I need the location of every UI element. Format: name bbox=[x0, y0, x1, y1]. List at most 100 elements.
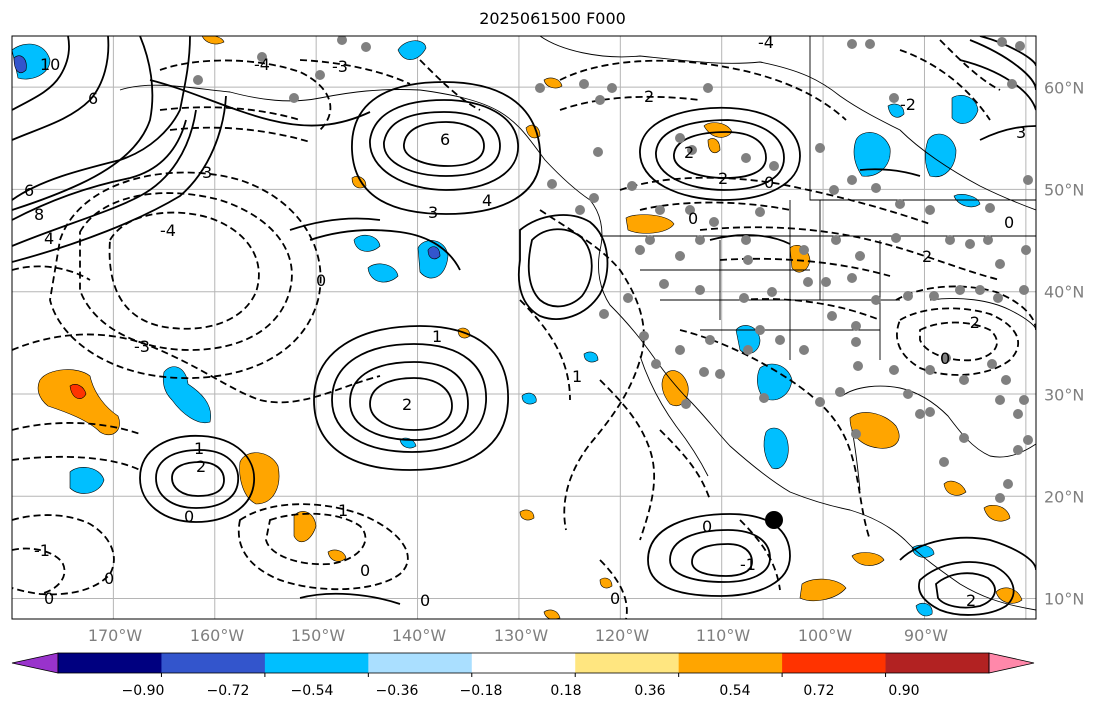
observation-dot bbox=[315, 70, 325, 80]
observation-dot bbox=[1015, 41, 1025, 51]
observation-dot bbox=[889, 365, 899, 375]
observation-dot bbox=[965, 239, 975, 249]
observation-dot bbox=[675, 345, 685, 355]
colorbar-frame bbox=[57, 652, 990, 674]
observation-dot bbox=[289, 93, 299, 103]
lat-label: 50°N bbox=[1044, 180, 1085, 200]
observation-dot bbox=[851, 429, 861, 439]
contour-label: -3 bbox=[134, 337, 150, 356]
colorbar-tick-label: 0.36 bbox=[634, 683, 666, 699]
observation-dot bbox=[741, 153, 751, 163]
observation-dot bbox=[743, 255, 753, 265]
lon-label: 110°W bbox=[695, 626, 751, 645]
observation-dot bbox=[575, 205, 585, 215]
contour-label: -3 bbox=[332, 57, 348, 76]
observation-dot bbox=[959, 375, 969, 385]
plot-frame bbox=[11, 35, 1037, 620]
contour-label: 2 bbox=[684, 143, 694, 162]
observation-dot bbox=[955, 285, 965, 295]
observation-dot bbox=[1013, 409, 1023, 419]
contour-label: 3 bbox=[428, 203, 438, 222]
observation-dot bbox=[709, 217, 719, 227]
contour-label: -4 bbox=[254, 55, 270, 74]
contours-negative bbox=[12, 39, 1036, 619]
contour-label: 4 bbox=[482, 191, 492, 210]
observation-dot bbox=[959, 433, 969, 443]
observation-dot bbox=[607, 83, 617, 93]
observation-dot bbox=[627, 181, 637, 191]
colorbar-tick-label: −0.72 bbox=[206, 683, 250, 699]
observation-dot bbox=[755, 325, 765, 335]
observation-dot bbox=[975, 285, 985, 295]
colorbar-tick-label: 0.72 bbox=[803, 683, 835, 699]
observation-dot bbox=[925, 407, 935, 417]
observation-dot bbox=[925, 365, 935, 375]
lon-label: 130°W bbox=[493, 626, 549, 645]
colorbar-segment bbox=[782, 653, 887, 673]
observation-dot bbox=[903, 291, 913, 301]
observation-dot bbox=[257, 52, 267, 62]
colorbar-segment bbox=[471, 653, 576, 673]
observation-dot bbox=[337, 36, 347, 45]
observation-dot bbox=[685, 205, 695, 215]
observation-dot bbox=[1023, 175, 1033, 185]
contour-label: 2 bbox=[922, 247, 932, 266]
observation-dot bbox=[193, 75, 203, 85]
observation-dot bbox=[695, 285, 705, 295]
observation-dot bbox=[1019, 395, 1029, 405]
observation-dot bbox=[1003, 479, 1013, 489]
observation-dot bbox=[623, 293, 633, 303]
observation-dot bbox=[1013, 445, 1023, 455]
observation-dot bbox=[803, 277, 813, 287]
observation-dot bbox=[703, 83, 713, 93]
contour-label: 0 bbox=[420, 591, 430, 610]
contour-label: 0 bbox=[610, 589, 620, 608]
lon-label: 170°W bbox=[87, 626, 143, 645]
observation-dot bbox=[827, 311, 837, 321]
observation-dot bbox=[815, 143, 825, 153]
lon-label: 160°W bbox=[189, 626, 245, 645]
observation-dot bbox=[847, 273, 857, 283]
colorbar-tick-label: 0.90 bbox=[888, 683, 920, 699]
contour-label: -1 bbox=[740, 555, 756, 574]
contour-label: 1 bbox=[572, 367, 582, 386]
observation-dot bbox=[639, 331, 649, 341]
observation-dot bbox=[945, 235, 955, 245]
contour-label: 0 bbox=[316, 271, 326, 290]
observation-dot bbox=[993, 293, 1003, 303]
contour-label: 3 bbox=[1016, 123, 1026, 142]
contour-label: 0 bbox=[688, 209, 698, 228]
observation-dot bbox=[995, 395, 1005, 405]
colorbar-tick-label: 0.54 bbox=[719, 683, 751, 699]
observation-dot bbox=[799, 245, 809, 255]
colorbar-tick-label: −0.54 bbox=[290, 683, 334, 699]
observation-dot bbox=[535, 83, 545, 93]
contour-label: 10 bbox=[40, 55, 60, 74]
colorbar-tick-label: 0.18 bbox=[550, 683, 582, 699]
observation-dot bbox=[767, 287, 777, 297]
contour-label: 4 bbox=[44, 229, 54, 248]
contour-label: -2 bbox=[964, 313, 980, 332]
anomaly-shading bbox=[12, 36, 1023, 619]
observation-dot bbox=[851, 321, 861, 331]
contour-label: 0 bbox=[764, 173, 774, 192]
observation-dot bbox=[799, 345, 809, 355]
observation-dot bbox=[929, 291, 939, 301]
contour-label: 2 bbox=[644, 87, 654, 106]
observation-dot bbox=[699, 367, 709, 377]
observation-dot bbox=[871, 295, 881, 305]
contour-label: 2 bbox=[196, 457, 206, 476]
contour-label: -4 bbox=[160, 221, 176, 240]
colorbar-segment bbox=[678, 653, 783, 673]
contour-label: 3 bbox=[202, 163, 212, 182]
contour-label: 2 bbox=[966, 591, 976, 610]
colorbar-segment bbox=[264, 653, 369, 673]
contour-label: -4 bbox=[758, 33, 774, 52]
contour-label: 0 bbox=[1004, 213, 1014, 232]
observation-dot bbox=[675, 251, 685, 261]
observation-dot bbox=[659, 279, 669, 289]
contour-label: 2 bbox=[718, 169, 728, 188]
observation-dot bbox=[1019, 285, 1029, 295]
observation-dot bbox=[815, 397, 825, 407]
